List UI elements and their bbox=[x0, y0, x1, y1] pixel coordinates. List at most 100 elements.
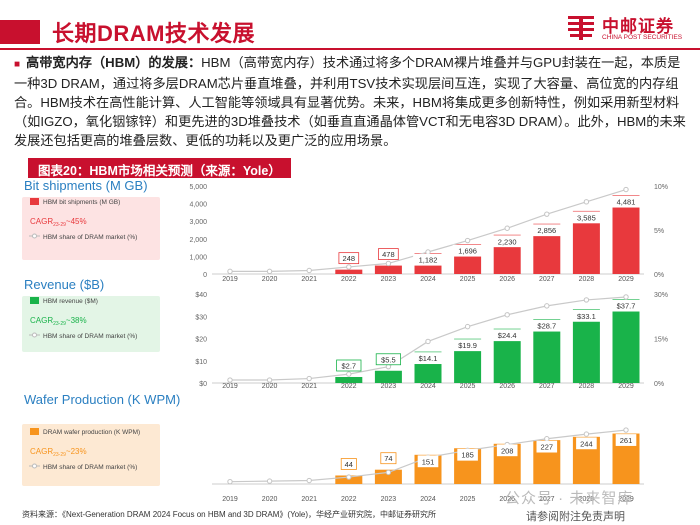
data-label-2026: 2,230 bbox=[498, 237, 517, 246]
bar-2022 bbox=[335, 475, 363, 484]
data-label-box bbox=[457, 448, 478, 461]
share-point-2029 bbox=[623, 186, 629, 193]
x-tick-label: 2029 bbox=[618, 496, 634, 503]
x-tick-label: 2026 bbox=[499, 496, 515, 503]
y2-tick-label: 5% bbox=[654, 228, 664, 235]
data-label-box bbox=[340, 458, 357, 470]
data-label-box bbox=[531, 224, 562, 237]
paragraph-body: HBM（高带宽内存）技术通过将多个DRAM裸片堆叠并与GPU封装在一起，本质是一… bbox=[14, 55, 686, 148]
x-tick-label: 2025 bbox=[460, 276, 476, 283]
y2-tick-label: 30% bbox=[654, 292, 668, 299]
data-label-box bbox=[576, 437, 597, 450]
share-point-2021 bbox=[306, 477, 312, 484]
legend-box bbox=[22, 296, 160, 352]
share-point-2029 bbox=[623, 294, 629, 300]
y-tick-label: 5,000 bbox=[189, 184, 207, 191]
share-point-2025 bbox=[464, 237, 471, 244]
y-tick-label: $40 bbox=[195, 292, 207, 299]
x-tick-label: 2024 bbox=[420, 496, 436, 503]
y-tick-label: 4,000 bbox=[189, 202, 207, 209]
share-point-2020 bbox=[266, 478, 273, 484]
data-label-2022: 44 bbox=[345, 460, 353, 469]
y-tick-label: 3,000 bbox=[189, 219, 207, 226]
x-tick-label: 2027 bbox=[539, 383, 555, 390]
share-point-2022 bbox=[346, 474, 352, 480]
data-label-box bbox=[571, 211, 602, 224]
legend-box bbox=[22, 424, 160, 486]
data-label-box bbox=[496, 444, 518, 457]
x-tick-label: 2023 bbox=[381, 496, 397, 503]
legend-swatch-dot bbox=[32, 463, 37, 469]
x-tick-label: 2025 bbox=[460, 383, 476, 390]
x-tick-label: 2021 bbox=[301, 276, 317, 283]
x-tick-label: 2020 bbox=[262, 383, 278, 390]
y2-tick-label: 0% bbox=[654, 381, 664, 388]
x-tick-label: 2026 bbox=[499, 383, 515, 390]
paragraph-lead: 高带宽内存（HBM）的发展： bbox=[26, 55, 202, 70]
share-point-2023 bbox=[385, 260, 392, 267]
data-label-box bbox=[375, 353, 402, 366]
share-point-2023 bbox=[385, 469, 392, 476]
chart-3: Wafer Production (K WPM) DRAM wafer produ… bbox=[22, 392, 644, 503]
y-tick-label: 0 bbox=[203, 272, 207, 279]
legend-swatch-dot bbox=[32, 332, 37, 338]
data-label-box bbox=[413, 253, 443, 266]
share-point-2019 bbox=[227, 268, 233, 275]
data-label-2024: 1,182 bbox=[419, 256, 438, 265]
logo-text-cn: 中邮证券 bbox=[602, 17, 674, 36]
share-point-2028 bbox=[583, 297, 590, 303]
china-post-logo-icon bbox=[568, 16, 594, 40]
data-label-box bbox=[531, 319, 562, 332]
legend-swatch-bar bbox=[30, 198, 39, 205]
data-label-box bbox=[611, 195, 641, 208]
legend-swatch-bar bbox=[30, 297, 39, 304]
legend-label-bar: DRAM wafer production (K WPM) bbox=[43, 429, 140, 436]
share-point-2022 bbox=[346, 371, 352, 377]
disclaimer: 请参阅附注免责声明 bbox=[526, 511, 625, 523]
x-tick-label: 2024 bbox=[420, 383, 436, 390]
data-label-2022: 248 bbox=[343, 254, 356, 263]
legend-label-line: HBM share of DRAM market (%) bbox=[43, 464, 137, 471]
data-label-box bbox=[615, 434, 637, 446]
cagr-years: 23-29 bbox=[53, 321, 66, 327]
company-logo: 中邮证券 CHINA POST SECURITIES bbox=[566, 10, 696, 48]
bar-2022 bbox=[335, 269, 363, 274]
data-label-2028: 3,585 bbox=[577, 213, 596, 222]
data-label-box bbox=[571, 309, 602, 322]
legend-label-bar: HBM revenue ($M) bbox=[43, 298, 98, 305]
data-label-2024: $14.1 bbox=[419, 354, 438, 363]
data-label-2022: $2.7 bbox=[341, 361, 356, 370]
header-accent-bar bbox=[0, 20, 40, 44]
data-label-2025: $19.9 bbox=[458, 341, 477, 350]
x-tick-label: 2023 bbox=[381, 383, 397, 390]
x-tick-label: 2028 bbox=[579, 276, 595, 283]
y-tick-label: $30 bbox=[195, 314, 207, 321]
chart-2: Revenue ($B) HBM revenue ($M) CAGR23-29~38… bbox=[22, 277, 668, 390]
x-tick-label: 2019 bbox=[222, 383, 238, 390]
cagr-value: ~38% bbox=[66, 316, 87, 325]
y-tick-label: $0 bbox=[199, 381, 207, 388]
x-tick-label: 2028 bbox=[579, 383, 595, 390]
data-label-2023: $5.5 bbox=[381, 355, 396, 364]
share-point-2025 bbox=[464, 323, 471, 330]
x-tick-label: 2024 bbox=[420, 276, 436, 283]
data-label-box bbox=[336, 359, 362, 372]
data-label-box bbox=[338, 252, 360, 265]
bar-2023 bbox=[374, 370, 402, 383]
data-label-box bbox=[536, 440, 558, 453]
x-tick-label: 2023 bbox=[381, 276, 397, 283]
cagr-label: CAGR23-29~45% bbox=[30, 217, 87, 228]
bar-2023 bbox=[374, 265, 402, 274]
data-label-box bbox=[452, 339, 483, 352]
x-tick-label: 2028 bbox=[579, 496, 595, 503]
share-point-2026 bbox=[504, 225, 510, 231]
chart-title: Bit shipments (M GB) bbox=[24, 178, 148, 193]
x-tick-label: 2027 bbox=[539, 276, 555, 283]
data-label-2026: 208 bbox=[501, 446, 514, 455]
data-label-2029: 4,481 bbox=[617, 198, 636, 207]
data-label-box bbox=[380, 452, 397, 465]
cagr-value: ~45% bbox=[66, 217, 87, 226]
data-label-box bbox=[378, 248, 399, 260]
chart-title: Wafer Production (K WPM) bbox=[24, 392, 180, 407]
data-label-2027: $28.7 bbox=[537, 322, 556, 331]
